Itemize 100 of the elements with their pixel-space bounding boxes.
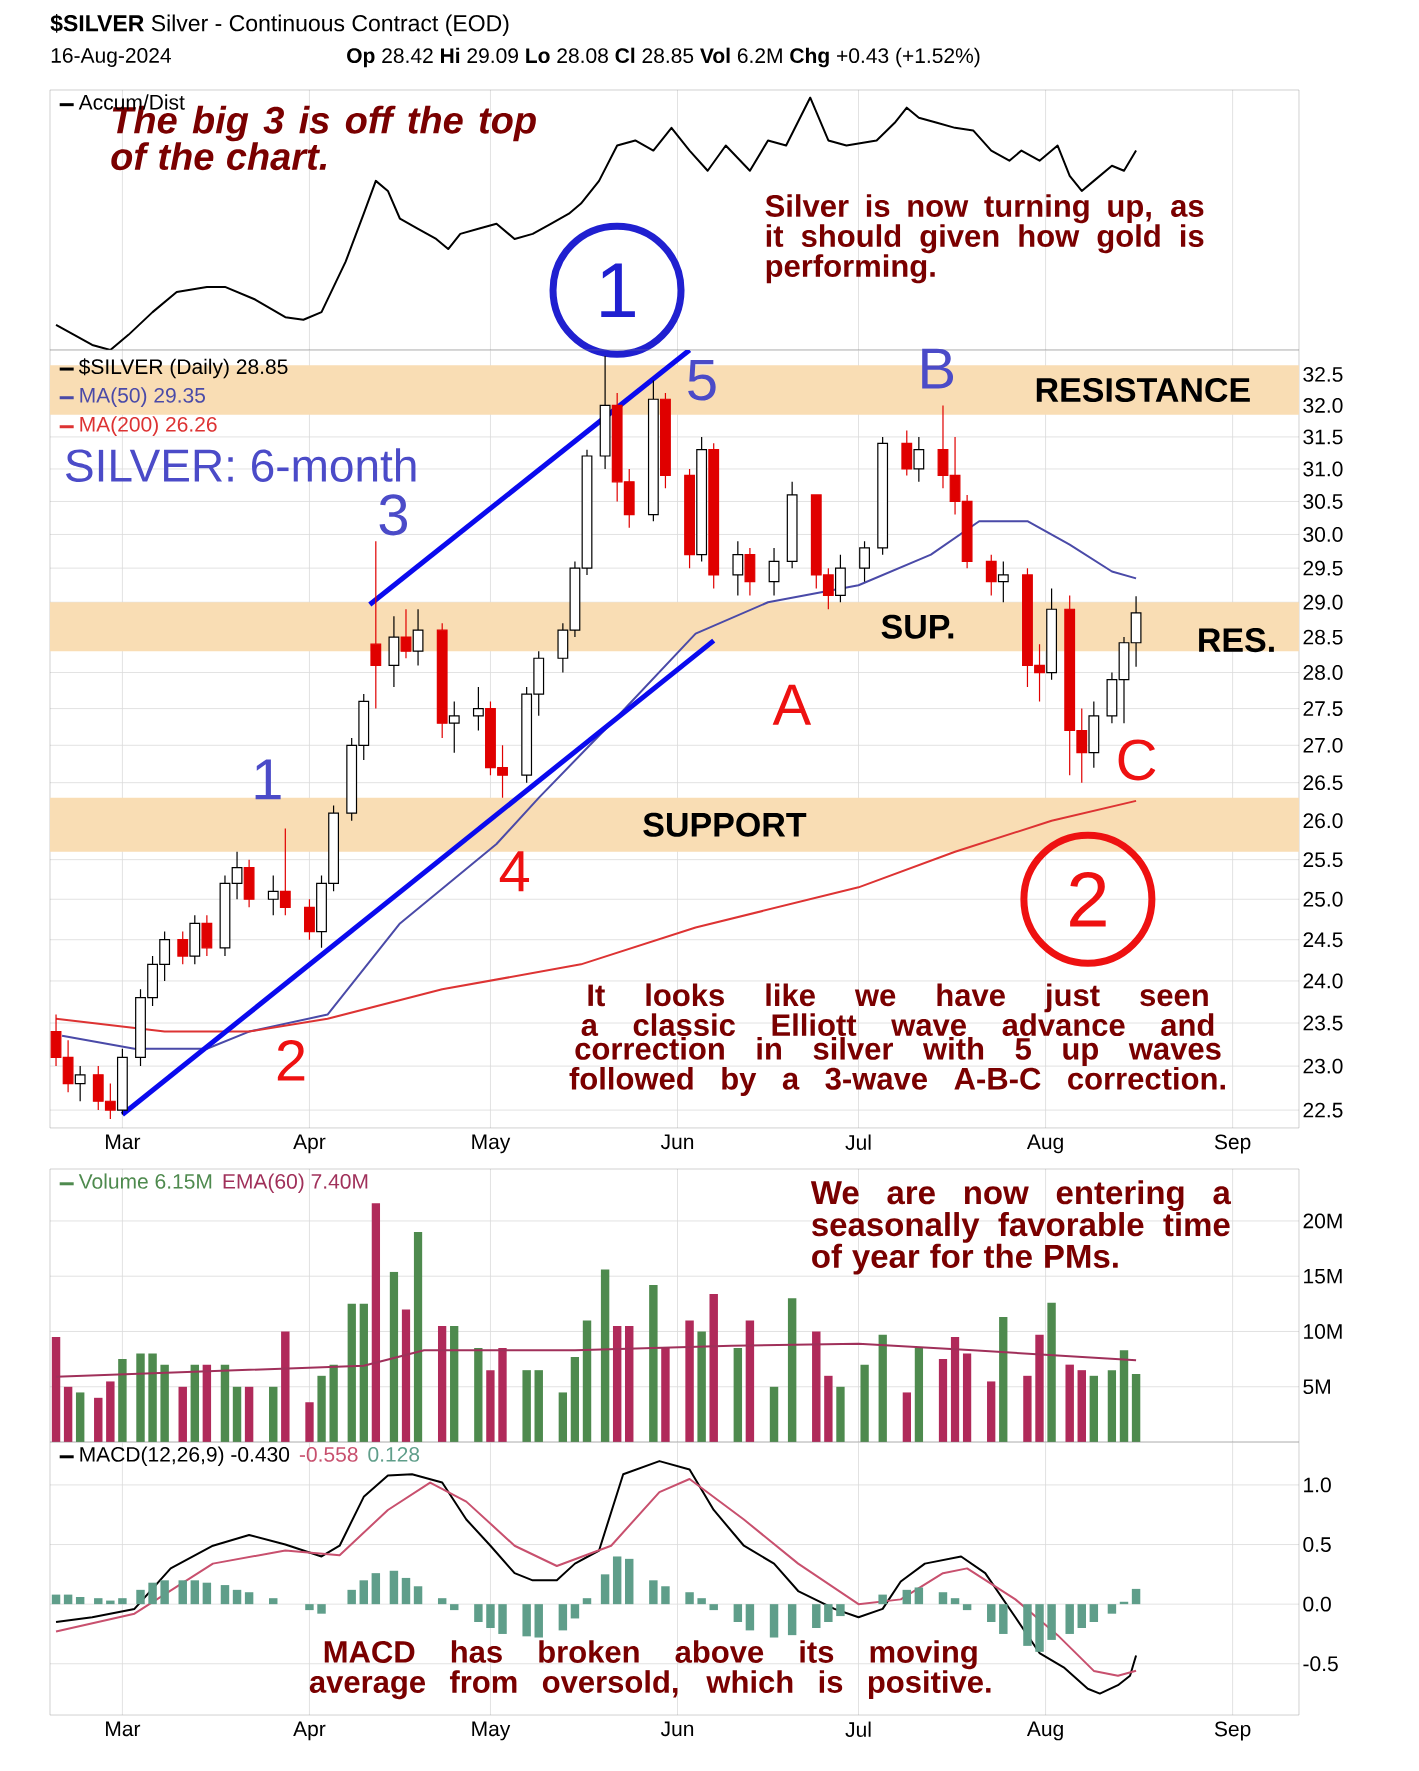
x-tick-label: Apr [293,1134,326,1154]
bar [1047,1302,1056,1443]
bar [962,1604,972,1611]
bar [558,1604,568,1631]
bar [1107,1604,1117,1614]
legend-label: MA(50) 29.35 [80,387,205,407]
bar [534,1604,543,1638]
annotation: It looks like we have just seen a classic Elliott wave advance and correction in silver with 5 up waves followed by a 3-wave A-B-C correction. [569,983,1225,1096]
band-label: RESISTANCE [1036,377,1250,403]
bar [745,1604,755,1631]
bar [1089,1604,1099,1623]
bar [1107,1370,1117,1443]
bar [160,1364,169,1443]
annotation: 1 [601,263,635,318]
bar [787,1298,797,1443]
y-tick-label: 26.0 [1303,813,1343,829]
bar [94,1598,103,1605]
candlestick [1046,587,1058,681]
bar [1119,1350,1129,1443]
bar [190,1580,200,1605]
bar [950,1337,960,1443]
bar [371,1203,381,1443]
y-tick-label: 20M [1303,1213,1342,1229]
band-label: SUPPORT [643,812,807,837]
candlestick [1130,595,1142,668]
x-tick-label: Aug [1026,1134,1063,1154]
bar [612,1556,622,1605]
annotation: MACD has broken above its moving average from oversold, which is positive. [309,1640,991,1700]
bar [118,1598,127,1605]
bar [661,1586,670,1605]
bar [999,1604,1008,1634]
bar [836,1604,845,1617]
bar [63,1386,73,1443]
candlestick [436,622,448,739]
chart-subtitle: 16-Aug-2024 [51,47,171,68]
annotation: Silver is now turning up, as it should given how gold is performing. [765,194,1204,284]
x-tick-label: May [472,1134,511,1154]
y-tick-label: 23.0 [1303,1058,1343,1074]
y-tick-label: 30.0 [1303,527,1343,542]
bar [1089,1375,1099,1443]
candlestick [267,874,279,916]
bar [220,1585,230,1605]
y-tick-label: 24.5 [1303,932,1343,948]
text: Op 28.42 Hi 29.09 Lo 28.08 Cl 28.85 Vol 6.2M Chg +0.43 (+1.52%) [347,47,980,68]
bar [685,1592,694,1605]
legend-label: MACD(12,26,9) -0.430 [80,1446,290,1466]
bar [305,1604,314,1611]
bar [612,1325,622,1443]
bar [685,1320,694,1443]
bar [836,1386,845,1443]
y-tick-label: 25.5 [1303,852,1343,868]
y-tick-label: 22.5 [1303,1102,1343,1118]
y-tick-label: 0.5 [1303,1537,1331,1552]
bar [317,1375,326,1443]
candlestick [647,379,659,522]
candlestick [472,686,484,732]
x-tick-label: Mar [106,1721,141,1737]
bar [281,1331,290,1443]
bar [202,1582,212,1605]
bar [582,1598,592,1605]
bar [347,1303,356,1443]
candlestick [708,442,720,590]
bar [1131,1588,1141,1605]
line-series [55,1342,1138,1378]
text: EMA(60) 7.40M [223,1173,368,1193]
bar [1023,1604,1032,1646]
bar [709,1293,718,1443]
bar [860,1364,869,1443]
bar [649,1285,658,1443]
candlestick [388,615,400,688]
bar [522,1370,531,1443]
candlestick [1106,671,1118,724]
bar [914,1587,924,1605]
bar [450,1604,459,1611]
bar [649,1580,658,1605]
y-tick-label: 29.0 [1303,594,1343,610]
bar [329,1364,338,1443]
text: -0.558 [299,1446,358,1462]
x-tick-label: Jun [660,1134,694,1150]
candlestick [768,547,780,596]
bar [220,1364,230,1443]
bar [999,1317,1008,1443]
bar [769,1386,779,1443]
bar [413,1232,423,1443]
bar [437,1598,447,1605]
bar [709,1604,718,1611]
bar [359,1303,368,1443]
bar [269,1598,278,1605]
x-tick-label: Jul [845,1134,871,1150]
bar [371,1573,381,1605]
bar [1035,1334,1044,1443]
candlestick [1118,636,1130,724]
candlestick [660,392,671,489]
candlestick [243,859,255,908]
bar [1077,1370,1086,1443]
annotation: A [772,684,812,725]
bar [625,1558,634,1605]
bar [1023,1375,1032,1443]
annotation: 5 [688,360,716,401]
candlestick [370,540,382,710]
